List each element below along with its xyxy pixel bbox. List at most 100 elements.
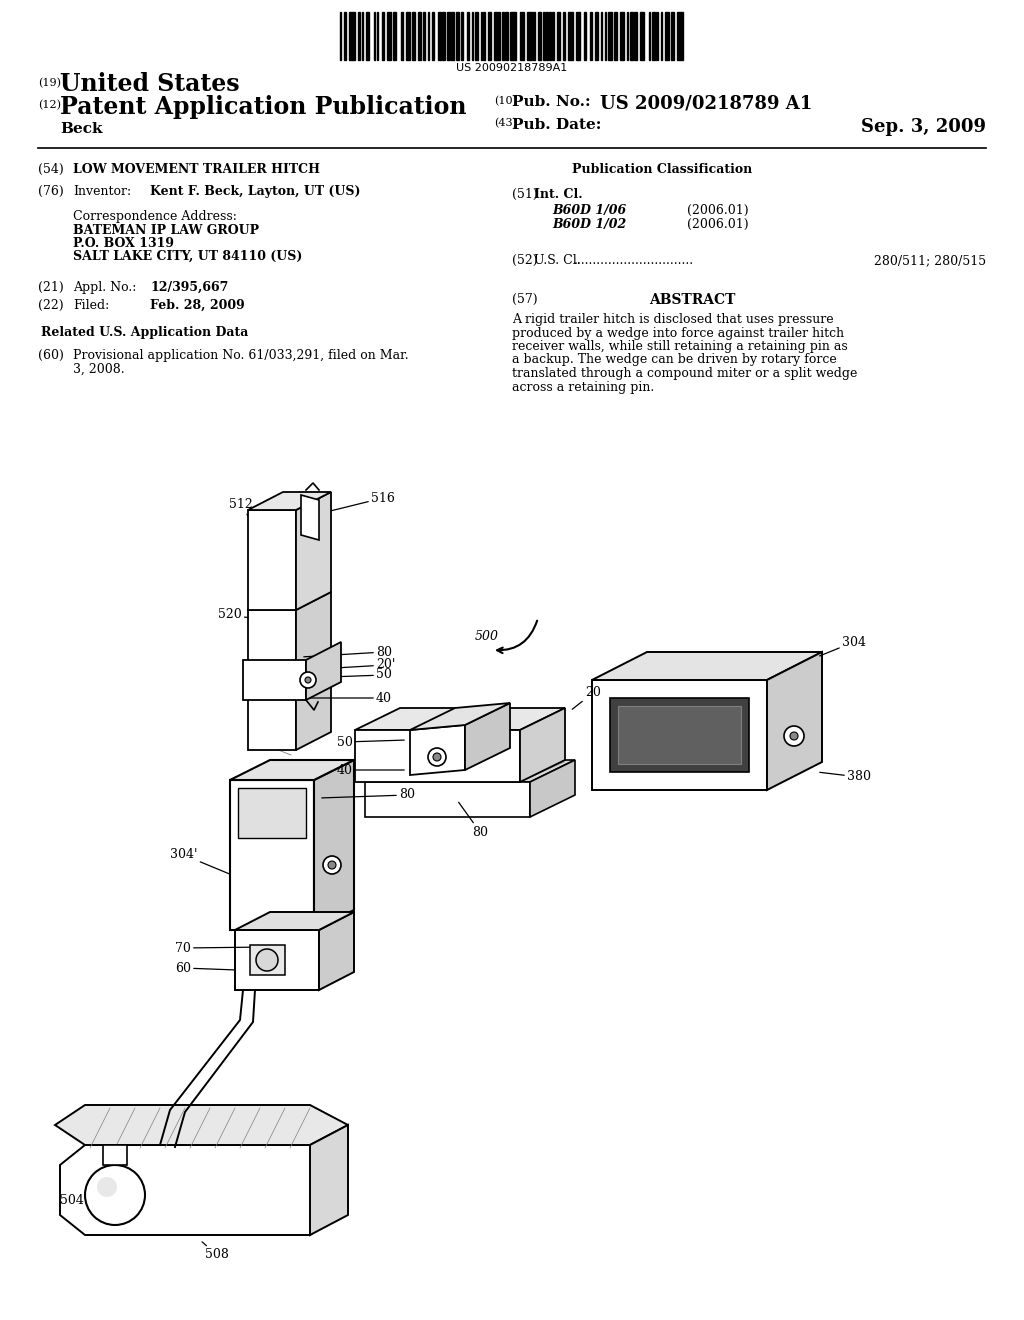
- Polygon shape: [365, 760, 575, 781]
- Bar: [608, 12, 612, 59]
- Text: 60: 60: [175, 961, 234, 974]
- Bar: [562, 12, 565, 59]
- Bar: [432, 12, 434, 59]
- Text: SALT LAKE CITY, UT 84110 (US): SALT LAKE CITY, UT 84110 (US): [73, 249, 302, 263]
- Bar: [344, 12, 346, 59]
- Text: Related U.S. Application Data: Related U.S. Application Data: [41, 326, 249, 339]
- Bar: [510, 12, 516, 59]
- Bar: [605, 12, 606, 59]
- Bar: [665, 12, 670, 59]
- Text: 80: 80: [304, 645, 392, 659]
- Bar: [677, 12, 683, 59]
- Text: 20': 20': [304, 659, 395, 672]
- Bar: [456, 12, 459, 59]
- Polygon shape: [465, 704, 510, 770]
- Text: ABSTRACT: ABSTRACT: [649, 293, 735, 308]
- Polygon shape: [60, 1144, 340, 1236]
- Bar: [349, 12, 354, 59]
- Bar: [630, 12, 633, 59]
- Bar: [401, 12, 403, 59]
- Polygon shape: [248, 510, 296, 610]
- Polygon shape: [234, 931, 319, 990]
- Bar: [552, 12, 554, 59]
- Bar: [377, 12, 378, 59]
- Circle shape: [433, 752, 441, 762]
- Bar: [412, 12, 415, 59]
- Text: 80: 80: [322, 788, 415, 801]
- Circle shape: [428, 748, 446, 766]
- Text: Beck: Beck: [60, 121, 102, 136]
- Text: 3, 2008.: 3, 2008.: [73, 363, 125, 376]
- Bar: [506, 12, 508, 59]
- Text: (76): (76): [38, 185, 63, 198]
- Text: 508: 508: [202, 1242, 229, 1262]
- Text: 40: 40: [337, 763, 404, 776]
- Bar: [374, 12, 375, 59]
- Polygon shape: [767, 652, 822, 789]
- Text: (21): (21): [38, 281, 63, 294]
- Polygon shape: [592, 652, 822, 680]
- Text: 50: 50: [304, 668, 392, 681]
- Circle shape: [85, 1166, 145, 1225]
- Polygon shape: [296, 492, 331, 610]
- Text: U.S. Cl.: U.S. Cl.: [534, 253, 581, 267]
- Bar: [480, 12, 482, 59]
- Text: Pub. No.:: Pub. No.:: [512, 95, 591, 110]
- Bar: [600, 12, 602, 59]
- Bar: [656, 12, 657, 59]
- Bar: [462, 12, 463, 59]
- Text: US 20090218789A1: US 20090218789A1: [457, 63, 567, 73]
- Circle shape: [323, 855, 341, 874]
- Bar: [494, 12, 500, 59]
- Bar: [424, 12, 425, 59]
- Text: (2006.01): (2006.01): [687, 218, 749, 231]
- Bar: [361, 12, 364, 59]
- Bar: [367, 12, 370, 59]
- Bar: [452, 12, 455, 59]
- Circle shape: [790, 733, 798, 741]
- Bar: [446, 12, 450, 59]
- Bar: [472, 12, 473, 59]
- Text: 380: 380: [820, 771, 871, 784]
- Text: 40: 40: [304, 692, 392, 705]
- Bar: [620, 12, 624, 59]
- Text: (52): (52): [512, 253, 538, 267]
- Bar: [406, 12, 411, 59]
- Bar: [382, 12, 384, 59]
- Text: a backup. The wedge can be driven by rotary force: a backup. The wedge can be driven by rot…: [512, 354, 837, 367]
- Text: P.O. BOX 1319: P.O. BOX 1319: [73, 238, 174, 249]
- Polygon shape: [365, 781, 530, 817]
- Polygon shape: [520, 708, 565, 781]
- Bar: [640, 12, 644, 59]
- Text: receiver walls, while still retaining a retaining pin as: receiver walls, while still retaining a …: [512, 341, 848, 352]
- Bar: [487, 12, 490, 59]
- Polygon shape: [296, 591, 331, 750]
- Bar: [585, 12, 586, 59]
- Text: 50: 50: [337, 735, 404, 748]
- Bar: [503, 12, 504, 59]
- Polygon shape: [319, 912, 354, 990]
- Text: BATEMAN IP LAW GROUP: BATEMAN IP LAW GROUP: [73, 224, 259, 238]
- Text: 80: 80: [459, 803, 488, 838]
- Text: (2006.01): (2006.01): [687, 205, 749, 216]
- Text: US 2009/0218789 A1: US 2009/0218789 A1: [600, 95, 812, 114]
- Text: (60): (60): [38, 348, 63, 362]
- Bar: [392, 12, 395, 59]
- Polygon shape: [230, 760, 354, 780]
- Text: ...............................: ...............................: [574, 253, 694, 267]
- Circle shape: [784, 726, 804, 746]
- Bar: [467, 12, 469, 59]
- Polygon shape: [301, 495, 319, 540]
- Polygon shape: [410, 704, 510, 730]
- Polygon shape: [610, 698, 749, 772]
- Text: Kent F. Beck, Layton, UT (US): Kent F. Beck, Layton, UT (US): [150, 185, 360, 198]
- Circle shape: [256, 949, 278, 972]
- Text: B60D 1/06: B60D 1/06: [552, 205, 627, 216]
- Polygon shape: [314, 760, 354, 931]
- Bar: [442, 12, 445, 59]
- Bar: [634, 12, 637, 59]
- Text: (57): (57): [512, 293, 538, 306]
- Bar: [438, 12, 441, 59]
- Bar: [357, 12, 360, 59]
- Polygon shape: [355, 708, 565, 730]
